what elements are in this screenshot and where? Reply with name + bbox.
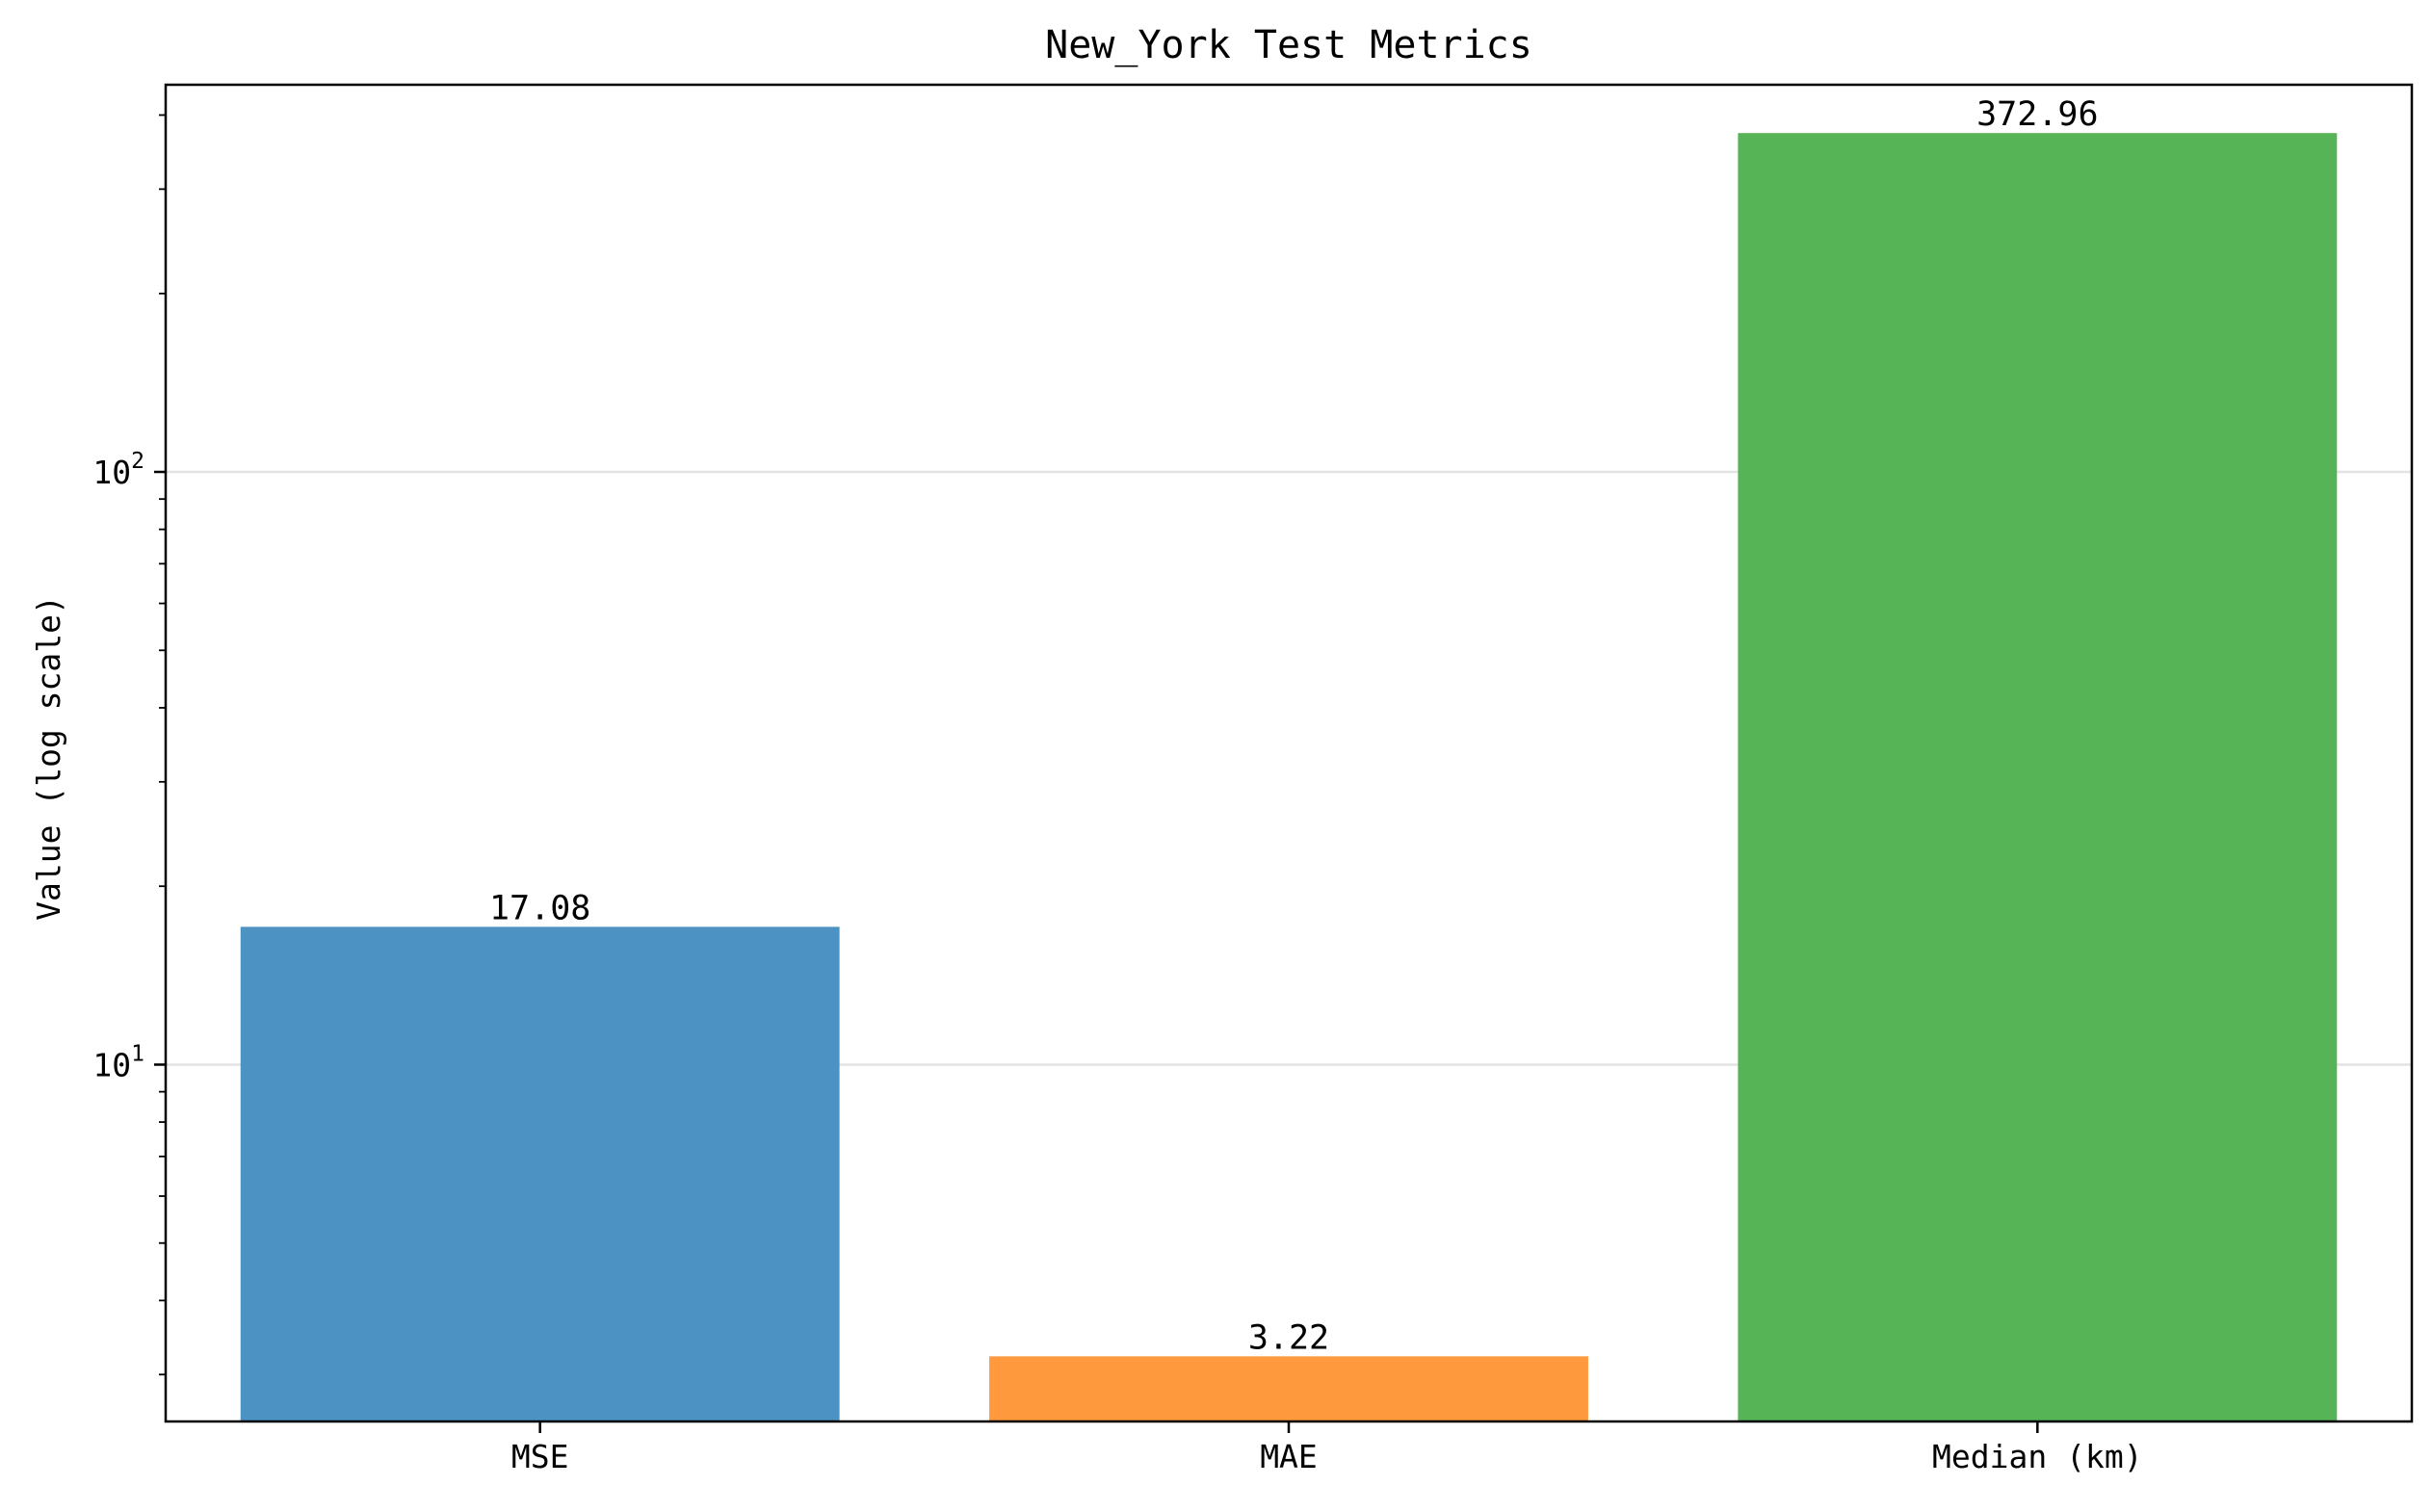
y-tick-exponent: 1 xyxy=(131,1041,144,1066)
bar-value-label: 372.96 xyxy=(1976,95,2098,134)
chart-title: New_York Test Metrics xyxy=(1045,23,1532,67)
y-tick-label: 102 xyxy=(92,449,144,491)
y-tick-base: 10 xyxy=(92,1046,131,1083)
bar xyxy=(1738,133,2338,1422)
bar-value-label: 17.08 xyxy=(489,889,590,927)
x-tick-label: MSE xyxy=(511,1438,569,1475)
y-tick-base: 10 xyxy=(92,454,131,491)
data-labels: 17.08 3.22 372.96 xyxy=(489,95,2099,1357)
bar-value-label: 3.22 xyxy=(1248,1318,1329,1357)
bar xyxy=(240,926,840,1421)
bar xyxy=(989,1356,1588,1421)
y-tick-exponent: 2 xyxy=(131,449,144,474)
y-tick-label: 101 xyxy=(92,1041,144,1083)
x-tick-label: Median (km) xyxy=(1932,1438,2143,1475)
x-tick-label: MAE xyxy=(1260,1438,1318,1475)
bars xyxy=(240,133,2338,1422)
plot-frame xyxy=(164,83,2414,1423)
y-axis-label: Value (log scale) xyxy=(30,595,67,921)
